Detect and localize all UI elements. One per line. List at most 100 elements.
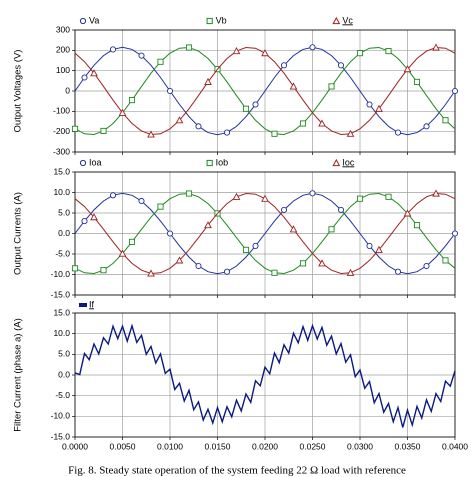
y-tick-label: 200: [56, 45, 70, 55]
y-tick-label: 10.0: [53, 328, 70, 338]
marker: [109, 192, 117, 199]
series-line: [74, 323, 456, 428]
marker: [261, 194, 269, 202]
legend-label: Iob: [216, 157, 229, 167]
series-line: [74, 46, 456, 136]
marker: [423, 262, 430, 270]
marker: [337, 206, 345, 213]
y-axis-label: Output Currents (A): [13, 192, 24, 275]
y-tick-label: -200: [53, 126, 70, 136]
y-tick-label: 10.0: [53, 187, 70, 197]
marker: [356, 50, 364, 57]
marker: [147, 130, 155, 138]
marker: [366, 242, 373, 249]
marker: [138, 52, 145, 59]
y-tick-label: -300: [53, 146, 70, 156]
marker: [394, 129, 402, 136]
marker: [90, 69, 98, 77]
marker: [318, 259, 326, 267]
y-axis-label: Output Voltages (V): [13, 50, 24, 133]
marker: [432, 43, 440, 51]
marker: [118, 108, 127, 116]
marker: [451, 87, 459, 95]
x-tick-label: 0.0000: [62, 441, 88, 451]
plot-border: [74, 312, 456, 438]
marker: [423, 123, 430, 130]
marker: [100, 127, 107, 134]
legend-label: Ioc: [342, 157, 355, 167]
marker: [223, 129, 231, 136]
marker: [442, 117, 449, 124]
marker: [157, 58, 164, 65]
marker: [442, 257, 449, 264]
marker: [138, 197, 145, 205]
legend-symbol: [79, 17, 87, 25]
y-axis-label: Filter Current (phase a) (A): [13, 318, 24, 432]
marker: [432, 189, 440, 197]
marker: [346, 129, 355, 137]
marker: [232, 192, 241, 200]
marker: [204, 77, 212, 85]
x-tick-label: 0.0150: [205, 441, 231, 451]
x-tick-label: 0.0050: [110, 441, 136, 451]
legend-symbol: [332, 16, 341, 25]
y-tick-label: -10.0: [51, 411, 71, 421]
marker: [309, 44, 316, 51]
y-tick-label: -15.0: [51, 431, 71, 441]
x-tick-label: 0.0100: [157, 441, 183, 451]
marker: [403, 209, 412, 217]
legend-symbol: [79, 159, 87, 167]
marker: [356, 195, 364, 202]
legend-label: Ioa: [89, 157, 102, 167]
y-tick-label: -5.0: [55, 390, 70, 400]
marker: [195, 262, 202, 270]
marker: [175, 116, 184, 124]
marker: [157, 203, 164, 210]
marker: [147, 269, 155, 277]
marker: [299, 120, 307, 127]
caption: Fig. 8. Steady state operation of the sy…: [68, 465, 406, 477]
y-tick-label: 100: [56, 65, 70, 75]
y-tick-label: -10.0: [51, 269, 71, 279]
marker: [166, 87, 174, 95]
x-tick-label: 0.0250: [300, 441, 326, 451]
marker: [252, 101, 259, 108]
series-line: [74, 193, 456, 274]
y-tick-label: 300: [56, 24, 70, 34]
y-tick-label: 5.0: [58, 349, 70, 359]
y-tick-label: -5.0: [55, 248, 70, 258]
marker: [242, 105, 250, 112]
marker: [242, 246, 250, 253]
y-tick-label: -15.0: [51, 289, 71, 299]
legend-label: Vc: [342, 15, 353, 25]
marker: [100, 267, 107, 274]
y-tick-label: 0.0: [58, 369, 70, 379]
x-tick-label: 0.0350: [395, 441, 421, 451]
marker: [195, 123, 202, 130]
legend-symbol: [206, 159, 213, 167]
marker: [185, 44, 193, 51]
series-line: [74, 192, 456, 275]
y-tick-label: 15.0: [53, 307, 70, 317]
marker: [261, 49, 269, 57]
marker: [185, 190, 193, 197]
marker: [166, 230, 174, 237]
marker: [451, 230, 459, 237]
marker: [71, 265, 79, 272]
marker: [289, 82, 298, 90]
x-tick-label: 0.0200: [252, 441, 278, 451]
marker: [280, 62, 288, 69]
marker: [252, 242, 259, 249]
y-tick-label: 15.0: [53, 166, 70, 176]
marker: [204, 221, 212, 229]
marker: [394, 268, 402, 275]
marker: [328, 226, 335, 233]
marker: [223, 268, 231, 275]
marker: [90, 213, 98, 221]
y-tick-label: 0: [65, 85, 70, 95]
marker: [385, 193, 392, 200]
marker: [271, 269, 278, 276]
marker: [337, 62, 345, 69]
legend-symbol: [206, 17, 213, 25]
